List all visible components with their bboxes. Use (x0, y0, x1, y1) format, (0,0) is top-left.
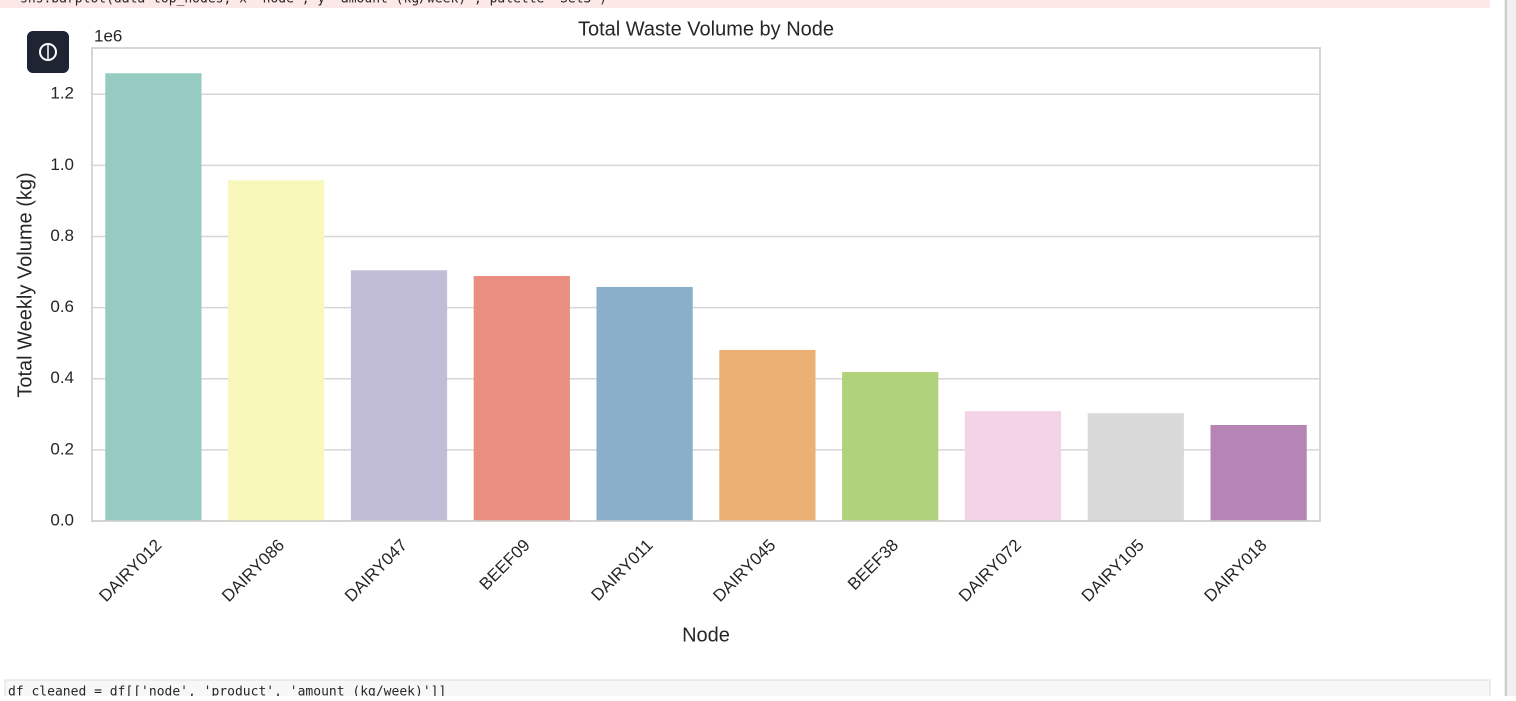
x-tick-label: DAIRY072 (955, 536, 1025, 606)
bar (719, 349, 816, 521)
code-line: sns.barplot(data=top_nodes, x='node', y=… (20, 0, 607, 7)
x-tick-label: DAIRY011 (587, 536, 656, 605)
y-tick-label: 0.4 (50, 368, 74, 387)
scrollbar-edge (1505, 0, 1507, 696)
x-tick-label: BEEF38 (844, 536, 902, 594)
y-axis-label: Total Weekly Volume (kg) (14, 172, 36, 397)
plot-area (91, 47, 1321, 522)
x-tick-label: BEEF09 (476, 536, 534, 594)
x-tick-label: DAIRY047 (341, 536, 411, 606)
bar (228, 180, 325, 522)
x-tick-label: DAIRY018 (1201, 536, 1271, 606)
offset-text: 1e6 (94, 26, 122, 45)
chart-title: Total Waste Volume by Node (578, 18, 834, 40)
y-tick-label: 0.6 (50, 297, 74, 316)
y-tick-label: 1.0 (50, 155, 74, 174)
bar (964, 411, 1062, 521)
y-tick-label: 1.2 (50, 84, 74, 103)
x-tick-label: DAIRY086 (218, 536, 288, 606)
bar (350, 270, 448, 521)
bar (1210, 424, 1307, 521)
brain-icon (39, 43, 57, 61)
chart: Total Waste Volume by Node Node Total We… (14, 18, 1321, 646)
bar (842, 371, 939, 521)
x-tick-label: DAIRY045 (709, 536, 779, 606)
code-line: df_cleaned = df[['node', 'product', 'amo… (8, 685, 446, 697)
y-tick-label: 0.2 (50, 439, 74, 458)
x-tick-label: DAIRY012 (95, 536, 165, 606)
error-output (0, 0, 1490, 8)
bar (1087, 413, 1184, 521)
bar (473, 275, 570, 521)
bar (105, 73, 202, 522)
x-axis-label: Node (682, 624, 730, 646)
y-tick-label: 0.0 (50, 510, 74, 529)
x-tick-label: DAIRY105 (1078, 536, 1148, 606)
bar (596, 286, 693, 521)
y-tick-label: 0.8 (50, 226, 74, 245)
